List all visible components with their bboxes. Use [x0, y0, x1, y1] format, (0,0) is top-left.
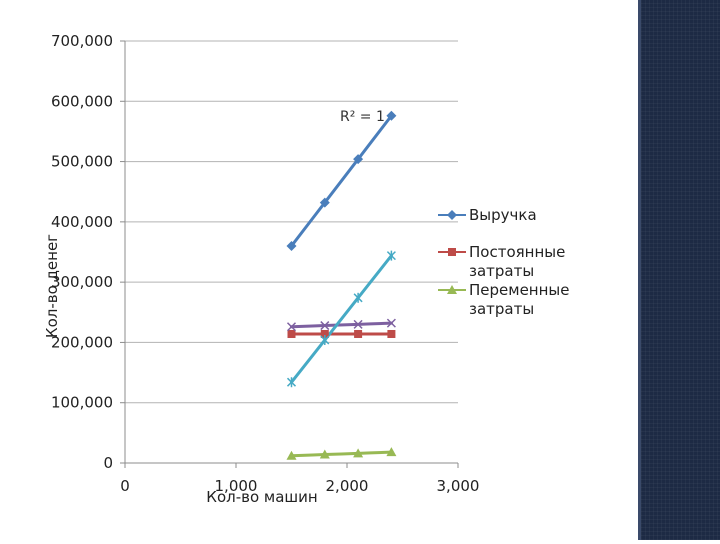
slide-side-bar [641, 0, 720, 540]
series-line-4 [290, 254, 393, 384]
data-point-0 [353, 154, 364, 165]
legend-label: затраты [469, 300, 534, 318]
x-tick-label: 0 [120, 477, 130, 495]
chart: 0 100,000 200,000 300,000 400,000 500,000 600,… [43, 32, 570, 506]
data-point-4 [320, 335, 330, 346]
data-point-0 [319, 197, 330, 208]
y-axis-title: Кол-во денег [43, 234, 61, 338]
data-point-2 [286, 450, 297, 460]
data-point-3 [320, 321, 330, 331]
x-tick-labels: 0 1,000 2,000 3,000 [120, 477, 479, 495]
legend-marker [448, 248, 456, 256]
data-point-4 [286, 377, 297, 388]
legend: ВыручкаПостоянныезатратыПеременныезатрат… [438, 206, 570, 318]
data-point-2 [319, 449, 330, 459]
data-point-1 [287, 329, 296, 338]
legend-marker [447, 210, 457, 220]
data-point-1 [387, 329, 396, 338]
x-tick-label: 1,000 [215, 477, 258, 495]
y-tick-label: 500,000 [51, 153, 113, 171]
y-tick-label: 400,000 [51, 213, 113, 231]
y-tick-label: 100,000 [51, 394, 113, 412]
x-tick-label: 2,000 [326, 477, 369, 495]
x-tick-label: 3,000 [437, 477, 480, 495]
axes [120, 40, 459, 468]
y-tick-label: 700,000 [51, 32, 113, 50]
slide-side-bar-edge [638, 0, 641, 540]
data-point-0 [386, 110, 397, 121]
legend-marker [447, 285, 457, 294]
y-tick-label: 300,000 [51, 273, 113, 291]
data-point-2 [386, 447, 397, 457]
series-line-3 [290, 321, 393, 329]
data-point-4 [353, 292, 363, 303]
series-line-2 [290, 450, 393, 458]
data-point-1 [320, 329, 329, 338]
data-point-3 [386, 318, 396, 328]
legend-item: Выручка [438, 206, 537, 224]
data-point-3 [286, 322, 297, 332]
x-axis-title: Кол-во машин [206, 488, 317, 506]
legend-label: Переменные [469, 281, 570, 299]
legend-label: Выручка [469, 206, 537, 224]
data-point-2 [353, 448, 364, 458]
data-point-4 [386, 250, 396, 261]
data-point-1 [354, 329, 363, 338]
y-tick-label: 200,000 [51, 333, 113, 351]
r-squared-annotation: R² = 1 [340, 109, 385, 125]
y-tick-label: 0 [103, 454, 113, 472]
series [286, 110, 397, 460]
y-tick-labels: 0 100,000 200,000 300,000 400,000 500,000 600,… [51, 32, 113, 472]
legend-label: Постоянные [469, 243, 565, 261]
data-point-0 [286, 240, 297, 251]
data-point-3 [353, 319, 363, 329]
series-line-0 [290, 114, 393, 248]
legend-label: затраты [469, 262, 534, 280]
grid [125, 40, 458, 404]
y-tick-label: 600,000 [51, 92, 113, 110]
